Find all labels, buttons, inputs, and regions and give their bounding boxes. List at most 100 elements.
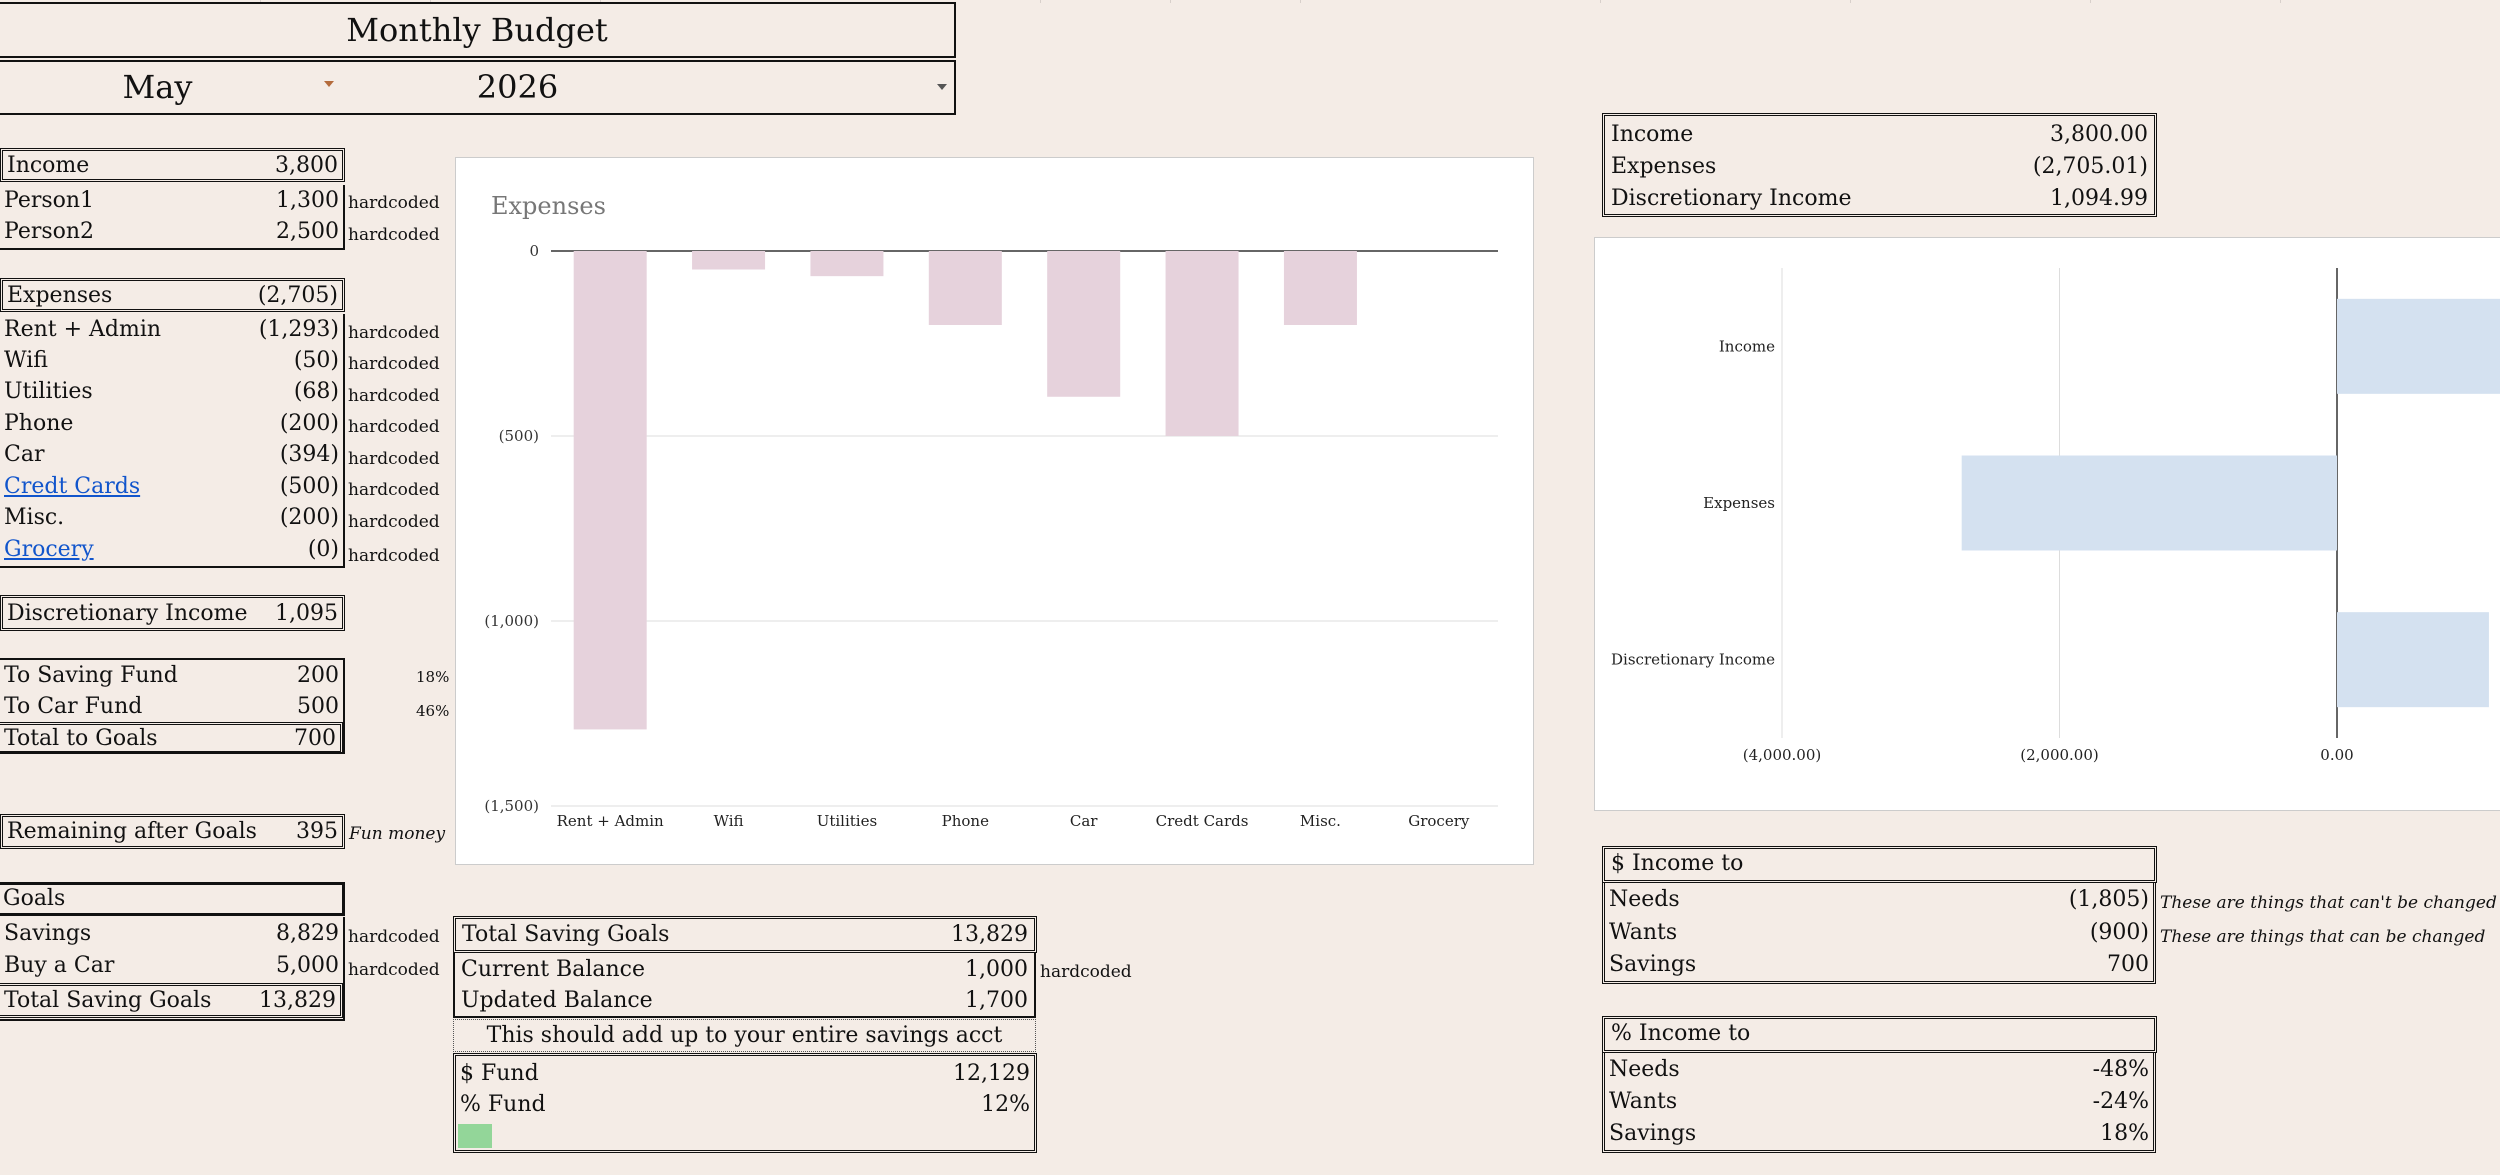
year-select[interactable]: 2026 xyxy=(345,62,952,113)
x-tick-label: 0.00 xyxy=(2320,746,2353,764)
total-to-goals-label: Total to Goals xyxy=(4,725,158,751)
expense-row-value[interactable]: (0) xyxy=(307,537,339,562)
pct-income-label: Needs xyxy=(1609,1056,1680,1082)
income-summary-chart[interactable]: (4,000.00) (2,000.00) 0.00 Income Expenses Di… xyxy=(1594,237,2500,811)
fun-money-note: Fun money xyxy=(349,824,446,844)
month-select[interactable]: May xyxy=(0,62,345,113)
fund-value: 12,129 xyxy=(953,1061,1030,1086)
expense-bar xyxy=(692,251,766,270)
expenses-chart[interactable]: Expenses 0 (500) (1,000) (1,500) Rent + Admi… xyxy=(455,157,1534,865)
credit-cards-link[interactable]: Credt Cards xyxy=(4,474,141,499)
expense-row-label: Wifi xyxy=(4,348,48,373)
hardcoded-note: hardcoded xyxy=(348,354,440,374)
expense-row-value[interactable]: (50) xyxy=(293,348,339,373)
expense-row-label: Car xyxy=(4,442,45,467)
expense-row-value[interactable]: (1,293) xyxy=(258,317,339,342)
hardcoded-note: hardcoded xyxy=(348,512,440,532)
goal-allocation-rows: To Saving Fund 200 To Car Fund 500 Total t… xyxy=(0,658,345,754)
expense-row-label: Phone xyxy=(4,411,74,436)
hardcoded-note: hardcoded xyxy=(348,480,440,500)
goal-row: Buy a Car 5,000 xyxy=(0,949,343,981)
expense-row: Rent + Admin (1,293) xyxy=(0,314,343,345)
goals-label: Goals xyxy=(3,886,66,911)
remaining-value: 395 xyxy=(296,819,338,844)
expense-bar xyxy=(573,251,647,730)
expense-row-value[interactable]: (200) xyxy=(279,505,339,530)
expense-row: Phone (200) xyxy=(0,408,343,439)
discretionary-value: 1,095 xyxy=(275,600,338,626)
remaining-after-goals-box: Remaining after Goals 395 xyxy=(0,814,345,849)
expense-row: Grocery (0) xyxy=(0,534,343,565)
dollar-income-label: Savings xyxy=(1609,952,1697,977)
allocation-value[interactable]: 200 xyxy=(297,663,339,688)
expense-row: Misc. (200) xyxy=(0,502,343,533)
goal-row: Savings 8,829 xyxy=(0,917,343,949)
chevron-down-icon[interactable] xyxy=(937,84,947,90)
needs-note: These are things that can't be changed xyxy=(2160,893,2497,913)
title-cell: Monthly Budget xyxy=(0,2,956,58)
expense-row: Utilities (68) xyxy=(0,376,343,407)
fund-row: $ Fund 12,129 xyxy=(456,1058,1034,1089)
savings-message: This should add up to your entire saving… xyxy=(453,1019,1036,1052)
current-balance-value[interactable]: 1,000 xyxy=(965,956,1028,982)
income-row: Person2 2,500 xyxy=(0,216,343,247)
x-tick-label: Phone xyxy=(942,812,989,830)
discretionary-label: Discretionary Income xyxy=(7,600,248,626)
y-tick-label: (1,000) xyxy=(484,612,539,630)
allocation-value[interactable]: 500 xyxy=(297,694,339,719)
chevron-down-icon[interactable] xyxy=(324,81,334,87)
x-tick-label: Grocery xyxy=(1408,812,1470,830)
goal-value[interactable]: 5,000 xyxy=(276,952,339,978)
summary-value: 1,094.99 xyxy=(2050,185,2148,211)
summary-bar xyxy=(1961,455,2337,551)
pct-income-row: Savings 18% xyxy=(1605,1117,2153,1149)
goals-header[interactable]: Goals xyxy=(0,882,345,916)
expense-bar xyxy=(1283,251,1357,325)
income-row-value[interactable]: 2,500 xyxy=(276,219,339,244)
fund-box: $ Fund 12,129 % Fund 12% xyxy=(453,1053,1037,1153)
expense-row-value[interactable]: (68) xyxy=(293,379,339,404)
remaining-label: Remaining after Goals xyxy=(7,819,257,844)
saving-panel-total-value: 13,829 xyxy=(951,922,1028,947)
allocation-label: To Saving Fund xyxy=(4,663,178,688)
hardcoded-note: hardcoded xyxy=(348,323,440,343)
goal-value[interactable]: 8,829 xyxy=(276,920,339,946)
allocation-label: To Car Fund xyxy=(4,694,143,719)
expense-row-value[interactable]: (200) xyxy=(279,411,339,436)
date-selector-row: May 2026 xyxy=(0,60,956,115)
summary-label: Expenses xyxy=(1611,153,1717,179)
hardcoded-note: hardcoded xyxy=(348,449,440,469)
income-total-box: Income 3,800 xyxy=(0,148,345,182)
dollar-income-label: Wants xyxy=(1609,920,1678,945)
grocery-link[interactable]: Grocery xyxy=(4,537,94,562)
total-saving-goals-value: 13,829 xyxy=(259,988,336,1013)
expense-row-value[interactable]: (500) xyxy=(279,474,339,499)
dollar-income-to-title: $ Income to xyxy=(1611,851,1744,876)
summary-row: Discretionary Income 1,094.99 xyxy=(1605,182,2154,214)
dollar-income-to-header: $ Income to xyxy=(1602,846,2157,883)
fund-pct-value: 12% xyxy=(981,1092,1030,1117)
income-row-label: Person2 xyxy=(4,219,95,244)
income-total: 3,800 xyxy=(275,152,338,178)
summary-table: Income 3,800.00 Expenses (2,705.01) Discre… xyxy=(1602,113,2157,217)
pct-income-value: -24% xyxy=(2092,1088,2149,1114)
page-title: Monthly Budget xyxy=(346,11,608,49)
summary-bar xyxy=(2337,298,2500,394)
total-saving-goals-panel: Total Saving Goals 13,829 xyxy=(453,916,1037,953)
expense-row-label: Rent + Admin xyxy=(4,317,162,342)
allocation-row: To Saving Fund 200 xyxy=(0,660,343,691)
x-tick-label: (2,000.00) xyxy=(2020,746,2099,764)
allocation-pct: 18% xyxy=(416,668,450,686)
x-tick-label: Credt Cards xyxy=(1156,812,1249,830)
income-row-value[interactable]: 1,300 xyxy=(276,188,339,213)
y-tick-label: (500) xyxy=(499,427,539,445)
expense-row-value[interactable]: (394) xyxy=(279,442,339,467)
hardcoded-note: hardcoded xyxy=(348,225,440,245)
allocation-pct: 46% xyxy=(416,702,450,720)
hardcoded-note: hardcoded xyxy=(348,193,440,213)
income-row-label: Person1 xyxy=(4,188,95,213)
income-summary-chart-plot: (4,000.00) (2,000.00) 0.00 Income Expenses Di… xyxy=(1611,268,2500,764)
x-tick-label: Rent + Admin xyxy=(557,812,664,830)
dollar-income-value: (900) xyxy=(2089,920,2149,945)
dollar-income-to-rows: Needs (1,805) Wants (900) Savings 700 xyxy=(1602,883,2156,984)
